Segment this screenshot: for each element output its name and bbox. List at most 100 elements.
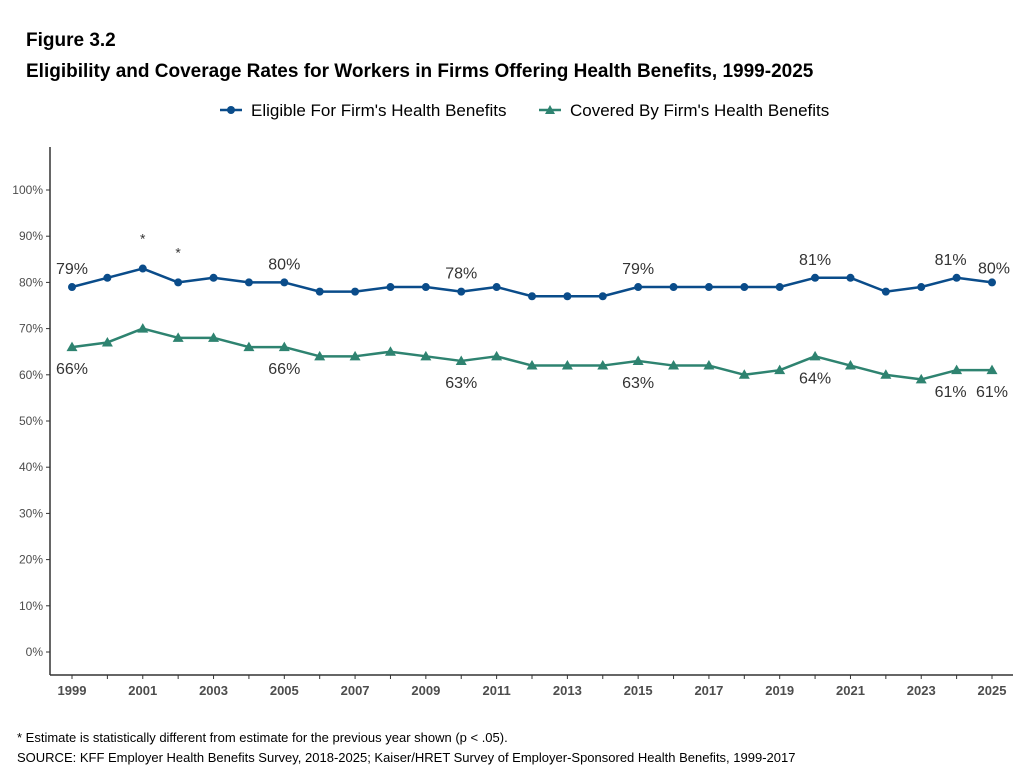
data-label: 63%	[622, 375, 654, 392]
data-label: 61%	[935, 384, 967, 401]
data-point	[775, 283, 784, 292]
x-tick-label: 2011	[483, 683, 511, 698]
x-tick-label: 2005	[270, 683, 299, 698]
data-point	[597, 360, 609, 370]
y-tick-label: 30%	[19, 506, 43, 520]
data-point	[138, 264, 147, 273]
data-point	[137, 323, 149, 333]
data-point	[951, 364, 963, 375]
x-tick-label: 2019	[765, 683, 794, 698]
data-point	[704, 283, 713, 292]
y-tick-label: 20%	[19, 553, 43, 567]
data-point	[844, 360, 856, 370]
data-point	[103, 273, 112, 282]
data-point	[738, 369, 750, 379]
data-point	[174, 278, 183, 287]
y-tick-label: 60%	[19, 368, 43, 382]
y-tick-label: 40%	[19, 460, 43, 474]
data-point	[492, 283, 501, 292]
data-label: 61%	[976, 384, 1008, 401]
data-point	[209, 273, 218, 282]
data-point	[455, 355, 467, 365]
figure-label: Figure 3.2	[26, 30, 116, 51]
y-tick-label: 80%	[19, 275, 43, 289]
series-line	[71, 327, 992, 381]
legend-triangle-marker-icon	[545, 105, 555, 114]
significance-asterisk: *	[175, 244, 181, 260]
x-tick-label: 2003	[199, 683, 228, 698]
data-point	[208, 332, 220, 342]
data-point	[988, 278, 996, 287]
chart-title: Eligibility and Coverage Rates for Worke…	[26, 61, 814, 82]
series-covered	[66, 323, 998, 384]
data-point	[986, 364, 998, 375]
data-point	[881, 287, 890, 296]
data-point	[634, 283, 643, 292]
legend-circle-marker-icon	[227, 106, 235, 114]
x-tick-label: 2013	[553, 683, 582, 698]
data-label: 78%	[445, 266, 477, 283]
data-point	[421, 283, 430, 292]
data-labels: 79% 80% 78% 79% 81% 81% 80% * * 66% 66% 63% 63% 64% 61…	[56, 231, 1010, 402]
data-point	[172, 332, 184, 342]
series-group	[66, 264, 998, 384]
y-tick-label: 100%	[12, 183, 43, 197]
data-label: 81%	[935, 252, 967, 269]
source-note: SOURCE: KFF Employer Health Benefits Sur…	[17, 750, 796, 765]
data-point	[244, 278, 253, 287]
data-point	[563, 292, 572, 301]
data-label: 81%	[799, 252, 831, 269]
legend-label: Eligible For Firm's Health Benefits	[251, 101, 507, 120]
data-label: 64%	[799, 370, 831, 387]
x-tick-label: 2009	[411, 683, 440, 698]
data-point	[809, 350, 821, 361]
data-point	[774, 364, 786, 375]
data-point	[526, 360, 538, 370]
x-tick-label: 2001	[128, 683, 157, 698]
data-point	[598, 292, 607, 301]
data-label: 80%	[268, 256, 300, 273]
data-point	[669, 283, 678, 292]
y-tick-label: 70%	[19, 322, 43, 336]
data-point	[952, 273, 961, 282]
data-point	[740, 283, 749, 292]
x-tick-label: 1999	[58, 683, 87, 698]
x-tick-label: 2015	[624, 683, 653, 698]
data-point	[632, 355, 644, 365]
data-point	[561, 360, 573, 370]
data-point	[315, 287, 324, 296]
legend-item: Covered By Firm's Health Benefits	[539, 101, 829, 120]
data-point	[68, 283, 76, 292]
data-point	[243, 341, 255, 352]
y-tick-label: 10%	[19, 599, 43, 613]
series-line	[71, 267, 993, 298]
significance-asterisk: *	[140, 231, 146, 247]
legend-item: Eligible For Firm's Health Benefits	[220, 101, 507, 120]
x-tick-label: 2007	[341, 683, 370, 698]
y-tick-label: 0%	[26, 645, 44, 659]
data-point	[386, 283, 395, 292]
data-point	[811, 273, 820, 282]
data-label: 66%	[268, 361, 300, 378]
data-label: 79%	[622, 261, 654, 278]
data-point	[66, 341, 78, 352]
data-point	[915, 373, 927, 384]
y-tick-label: 90%	[19, 229, 43, 243]
x-tick-label: 2017	[694, 683, 723, 698]
data-point	[491, 350, 503, 361]
data-label: 63%	[445, 375, 477, 392]
footnote: * Estimate is statistically different fr…	[17, 730, 508, 745]
data-point	[420, 350, 432, 361]
data-point	[384, 346, 396, 356]
legend-label: Covered By Firm's Health Benefits	[570, 101, 829, 120]
x-tick-label: 2021	[836, 683, 865, 698]
x-tick-label: 2023	[907, 683, 936, 698]
series-eligible	[68, 264, 996, 301]
data-point	[101, 336, 113, 347]
data-point	[528, 292, 536, 301]
data-point	[351, 287, 360, 296]
data-point	[880, 369, 892, 379]
data-label: 80%	[978, 260, 1010, 277]
line-chart: Eligible For Firm's Health Benefits Cover…	[12, 101, 1013, 698]
data-point	[457, 287, 466, 296]
